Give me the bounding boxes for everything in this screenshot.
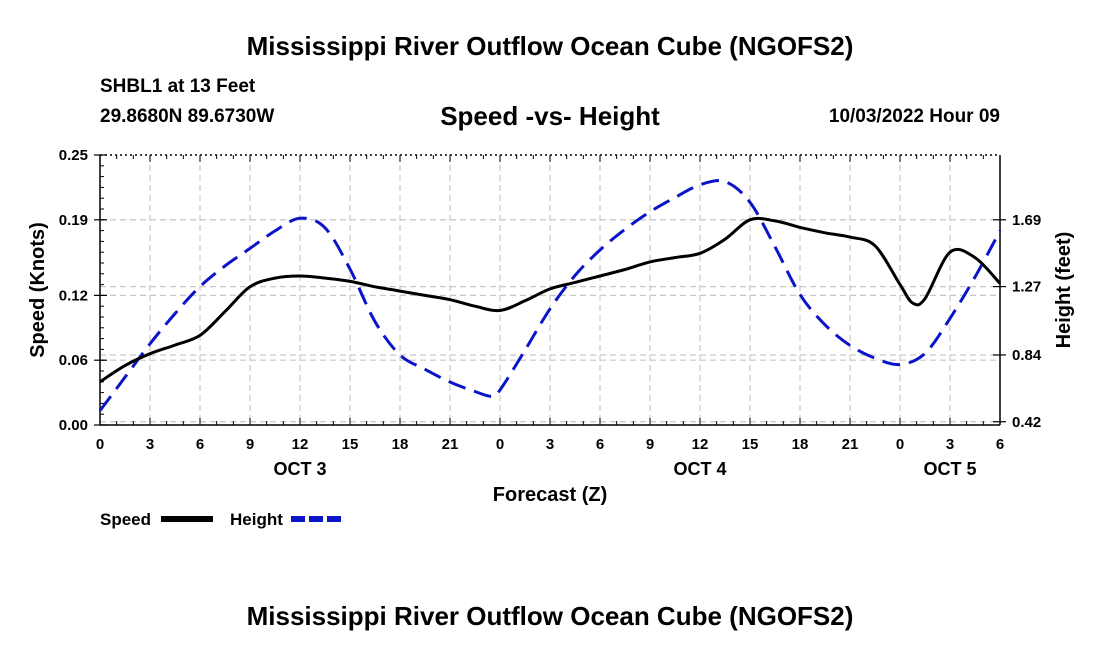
speed-series-line <box>99 216 1002 384</box>
y-axis-title: Speed (Knots) <box>27 222 49 358</box>
x-tick-label: 0 <box>96 436 104 453</box>
x-tick-label: 12 <box>692 436 709 453</box>
x-tick-label: 9 <box>246 436 254 453</box>
x-tick-label: 9 <box>646 436 654 453</box>
footer-title: Mississippi River Outflow Ocean Cube (NG… <box>246 601 854 631</box>
day-label: OCT 5 <box>923 459 976 479</box>
x-tick-label: 18 <box>792 436 809 453</box>
y2-tick-label: 1.69 <box>1012 212 1041 229</box>
height-series-line <box>98 179 1002 412</box>
station-coordinates: 29.8680N 89.6730W <box>100 106 275 127</box>
chart-subtitle: Speed -vs- Height <box>440 101 660 131</box>
y2-tick-label: 0.42 <box>1012 414 1041 431</box>
legend-label-speed: Speed <box>100 510 151 529</box>
x-tick-label: 6 <box>596 436 604 453</box>
x-tick-label: 6 <box>196 436 204 453</box>
y2-tick-label: 0.84 <box>1012 347 1042 364</box>
x-tick-label: 3 <box>546 436 554 453</box>
y-tick-label: 0.00 <box>59 417 88 434</box>
y-tick-label: 0.19 <box>59 212 88 229</box>
x-tick-label: 21 <box>842 436 859 453</box>
x-tick-label: 3 <box>146 436 154 453</box>
x-tick-label: 12 <box>292 436 309 453</box>
forecast-datetime: 10/03/2022 Hour 09 <box>828 106 1000 127</box>
y-tick-label: 0.06 <box>59 352 88 369</box>
station-label: SHBL1 at 13 Feet <box>100 76 256 97</box>
day-label: OCT 4 <box>673 459 726 479</box>
legend-label-height: Height <box>230 510 283 529</box>
day-label: OCT 3 <box>273 459 326 479</box>
x-tick-label: 18 <box>392 436 409 453</box>
x-tick-label: 21 <box>442 436 459 453</box>
chart-main-title: Mississippi River Outflow Ocean Cube (NG… <box>246 31 854 61</box>
x-axis-title: Forecast (Z) <box>493 484 607 506</box>
y-tick-label: 0.25 <box>59 147 88 164</box>
y2-axis-title: Height (feet) <box>1053 232 1075 349</box>
y-tick-label: 0.12 <box>59 287 88 304</box>
x-tick-label: 15 <box>342 436 359 453</box>
x-tick-label: 3 <box>946 436 954 453</box>
x-tick-label: 6 <box>996 436 1004 453</box>
x-tick-label: 15 <box>742 436 759 453</box>
y2-tick-label: 1.27 <box>1012 279 1041 296</box>
x-tick-label: 0 <box>896 436 904 453</box>
x-tick-label: 0 <box>496 436 504 453</box>
